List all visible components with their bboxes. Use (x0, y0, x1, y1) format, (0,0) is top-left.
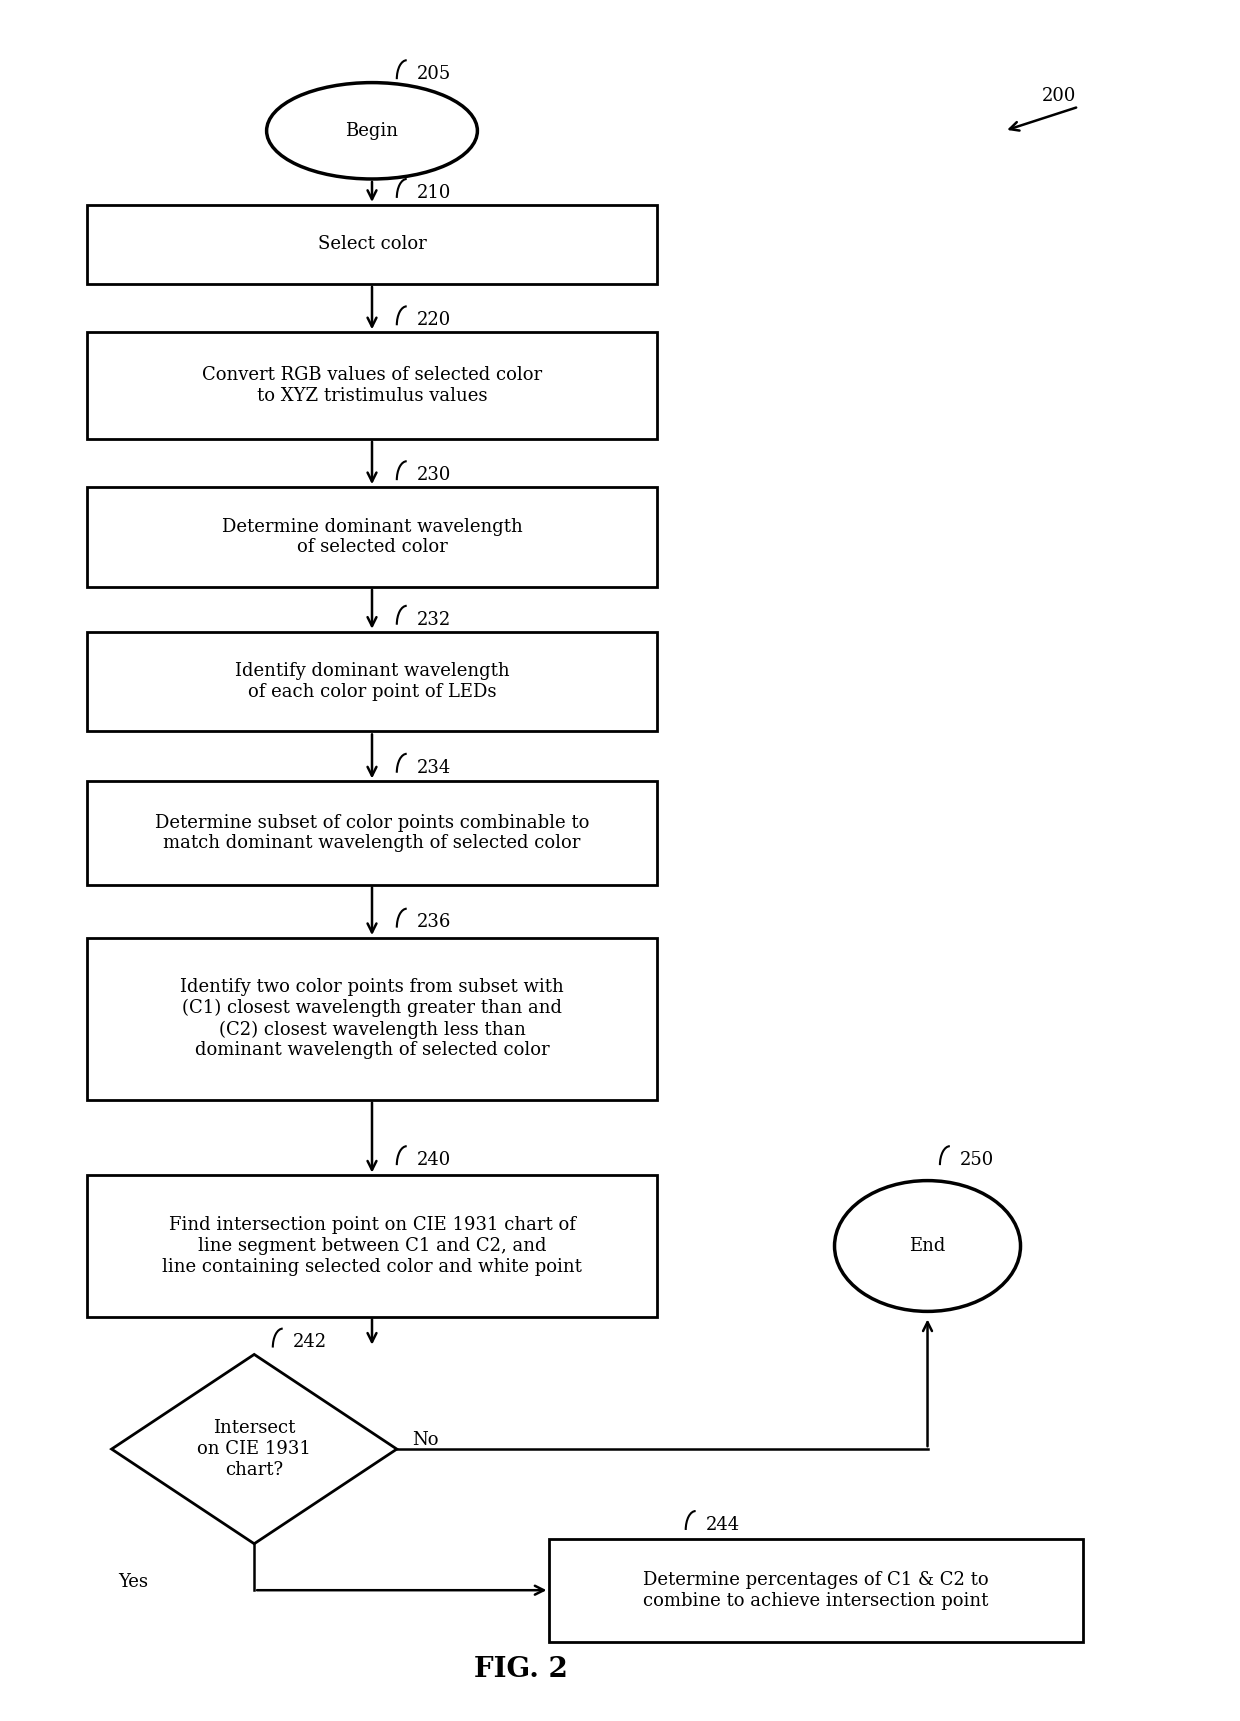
Text: 242: 242 (293, 1334, 327, 1351)
Bar (87, 632, 657, 731)
Text: Identify dominant wavelength
of each color point of LEDs: Identify dominant wavelength of each col… (234, 663, 510, 700)
Text: 244: 244 (706, 1516, 740, 1533)
Bar (87, 1175, 657, 1317)
Text: 236: 236 (417, 914, 451, 931)
Ellipse shape (267, 83, 477, 179)
Text: 220: 220 (417, 312, 451, 329)
Ellipse shape (835, 1181, 1021, 1311)
Text: 250: 250 (960, 1151, 994, 1169)
Text: Determine dominant wavelength
of selected color: Determine dominant wavelength of selecte… (222, 518, 522, 556)
Bar (87, 781, 657, 885)
Text: Intersect
on CIE 1931
chart?: Intersect on CIE 1931 chart? (197, 1420, 311, 1478)
Text: 234: 234 (417, 759, 451, 776)
Polygon shape (112, 1354, 397, 1544)
Bar (87, 487, 657, 587)
Text: No: No (412, 1432, 438, 1449)
Text: Yes: Yes (118, 1573, 148, 1590)
Text: 232: 232 (417, 611, 451, 628)
Bar (87, 205, 657, 284)
Text: 200: 200 (1042, 88, 1076, 105)
Text: Find intersection point on CIE 1931 chart of
line segment between C1 and C2, and: Find intersection point on CIE 1931 char… (162, 1217, 582, 1275)
Text: End: End (909, 1237, 946, 1255)
Text: 205: 205 (417, 65, 451, 83)
Text: 210: 210 (417, 184, 451, 201)
Text: Convert RGB values of selected color
to XYZ tristimulus values: Convert RGB values of selected color to … (202, 367, 542, 404)
Text: Identify two color points from subset with
(C1) closest wavelength greater than : Identify two color points from subset wi… (180, 978, 564, 1060)
Bar (87, 332, 657, 439)
Text: Begin: Begin (346, 122, 398, 139)
Bar (87, 938, 657, 1100)
Text: FIG. 2: FIG. 2 (474, 1656, 568, 1683)
Text: Select color: Select color (317, 236, 427, 253)
Bar (549, 1539, 1083, 1642)
Text: Determine subset of color points combinable to
match dominant wavelength of sele: Determine subset of color points combina… (155, 814, 589, 852)
Text: 230: 230 (417, 466, 451, 484)
Text: 240: 240 (417, 1151, 451, 1169)
Text: Determine percentages of C1 & C2 to
combine to achieve intersection point: Determine percentages of C1 & C2 to comb… (644, 1571, 988, 1609)
